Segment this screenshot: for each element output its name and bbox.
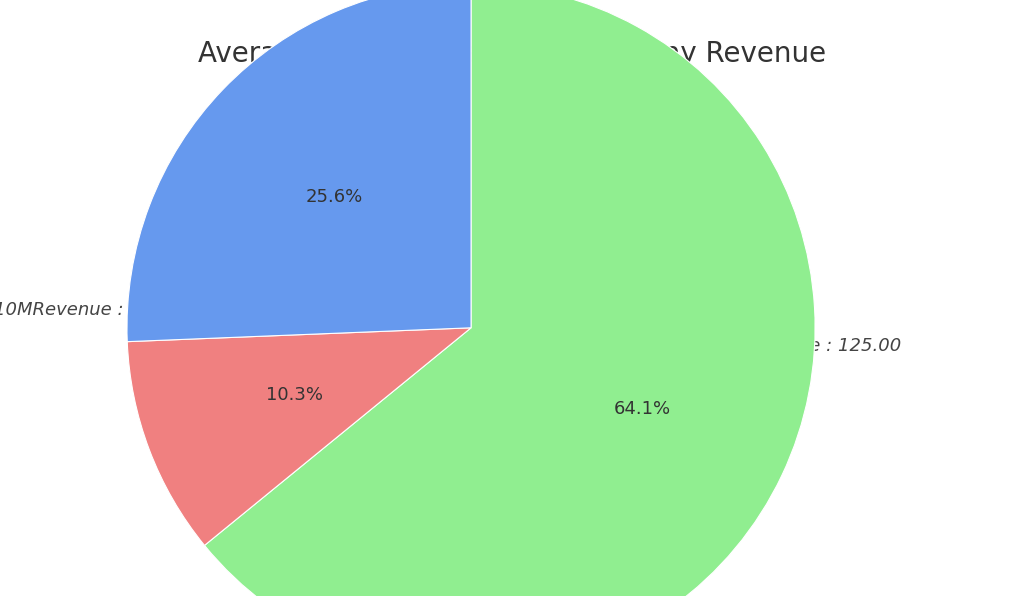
Text: Average Cost per Lead by Company Revenue: Average Cost per Lead by Company Revenue (198, 40, 826, 67)
Wedge shape (127, 328, 471, 545)
Text: <1MRevenue : 20.00: <1MRevenue : 20.00 (243, 98, 433, 116)
Text: 25.6%: 25.6% (306, 188, 364, 206)
Wedge shape (127, 0, 471, 342)
Text: 10M + Revenue : 125.00: 10M + Revenue : 125.00 (676, 337, 901, 355)
Wedge shape (205, 0, 815, 596)
Text: 64.1%: 64.1% (613, 400, 671, 418)
Text: 1 – 10MRevenue : 50.00: 1 – 10MRevenue : 50.00 (0, 301, 181, 319)
Text: 10.3%: 10.3% (265, 386, 323, 404)
